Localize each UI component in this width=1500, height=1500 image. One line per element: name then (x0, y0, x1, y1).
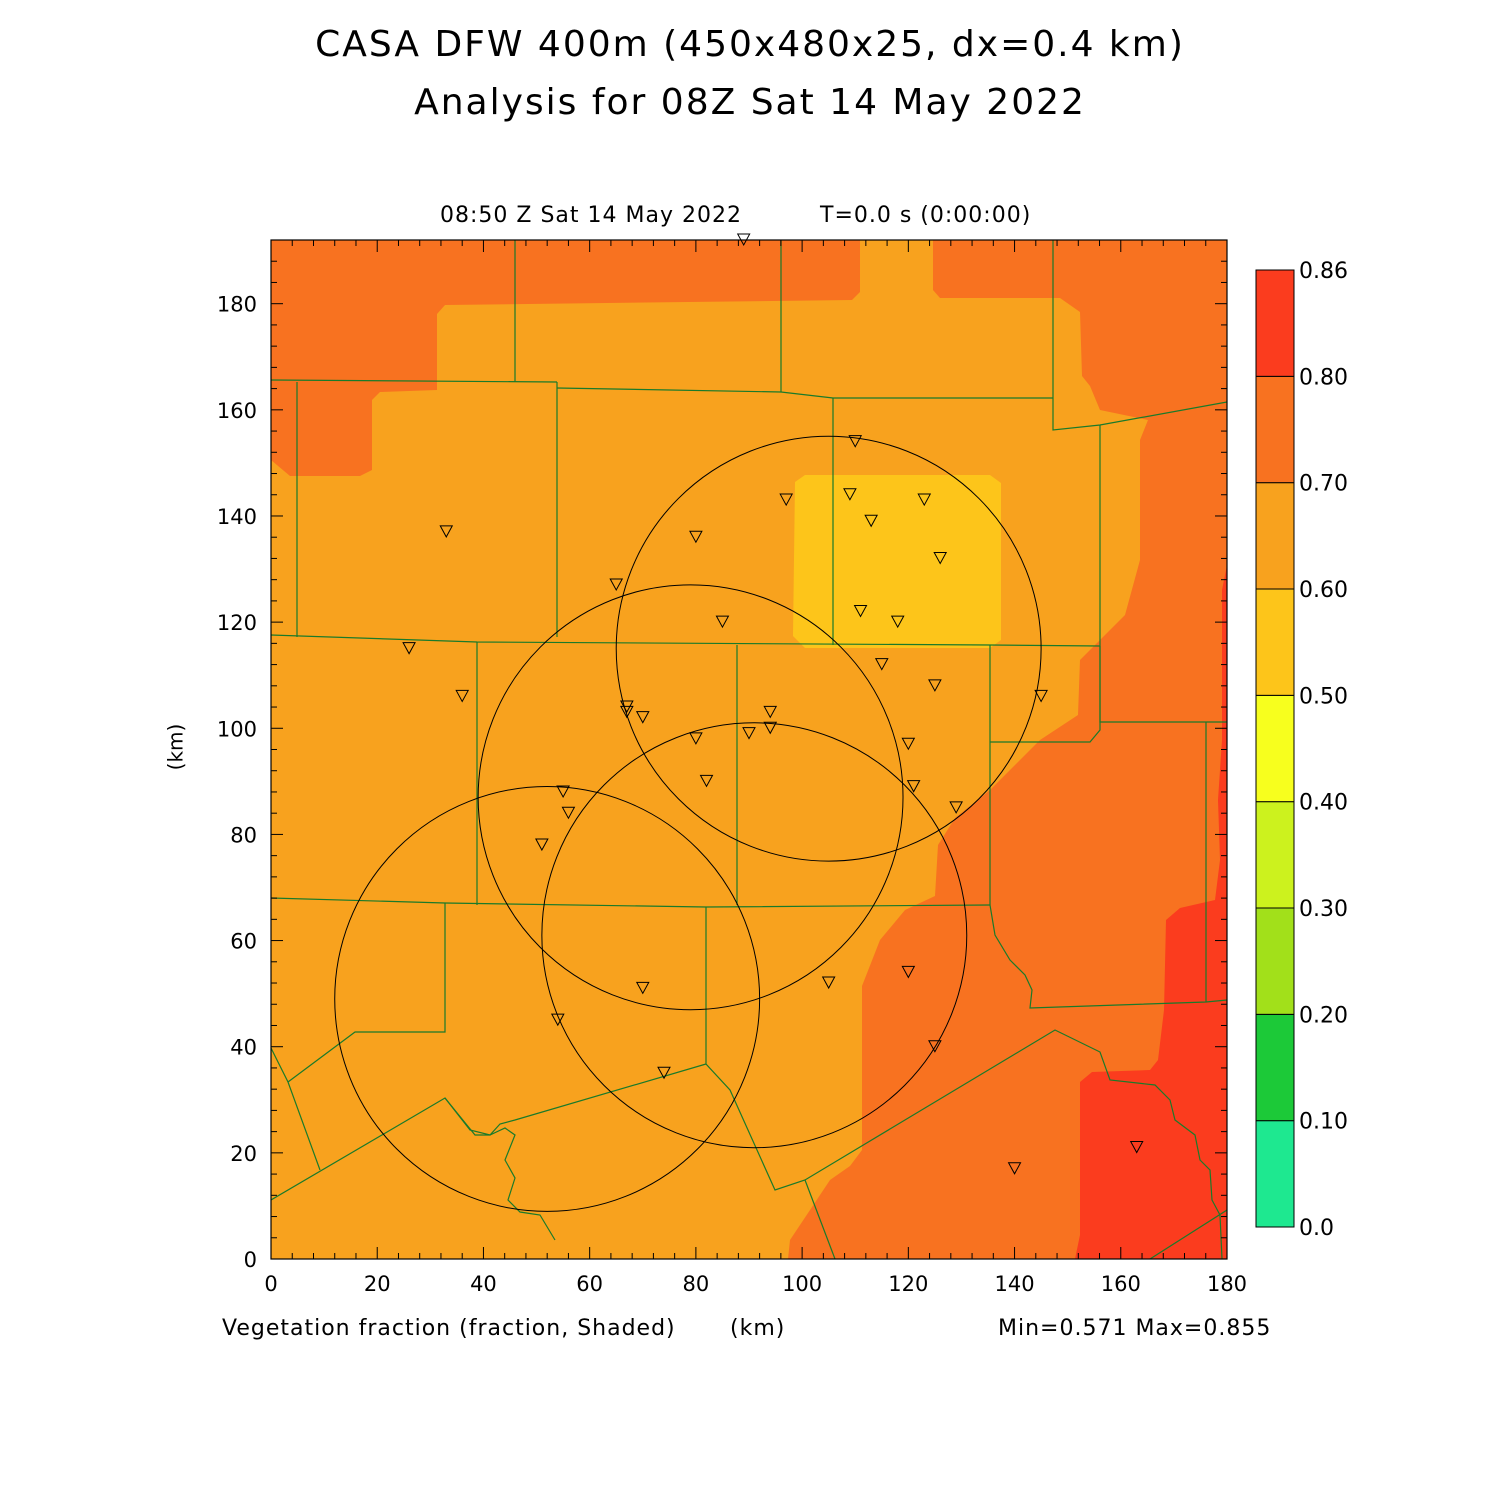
station-marker (763, 721, 778, 735)
y-tick-label: 120 (217, 611, 257, 635)
y-tick-label: 100 (217, 717, 257, 741)
colorbar-label: 0.50 (1299, 684, 1348, 709)
x-tick-label: 160 (1101, 1272, 1141, 1296)
station-marker (657, 1066, 671, 1080)
colorbar-label: 0.70 (1299, 472, 1348, 497)
station-marker (689, 530, 703, 544)
station-marker (763, 705, 778, 719)
x-tick-label: 0 (264, 1272, 277, 1296)
colorbar-label: 0.40 (1299, 791, 1348, 816)
colorbar-swatch (1255, 269, 1295, 377)
station-marker (455, 689, 470, 703)
colorbar-swatch (1255, 694, 1295, 803)
station-marker (699, 774, 714, 788)
station-marker (689, 732, 703, 745)
valid-time-label: 08:50 Z Sat 14 May 2022 (440, 203, 742, 228)
station-marker (609, 578, 624, 592)
y-tick-label: 80 (230, 823, 257, 847)
station-marker (917, 493, 932, 507)
x-tick-label: 180 (1207, 1272, 1247, 1296)
station-marker (1129, 1141, 1144, 1154)
station-marker (901, 737, 916, 751)
y-tick-label: 20 (230, 1142, 257, 1166)
y-tick-label: 140 (217, 505, 257, 529)
colorbar-label: 0.80 (1299, 365, 1348, 390)
station-markers (402, 233, 1144, 1175)
colorbar-label: 0.86 (1299, 259, 1348, 284)
station-marker (439, 525, 454, 538)
radar-range-ring-3 (477, 584, 904, 1011)
station-marker (853, 605, 868, 618)
station-marker (949, 801, 963, 814)
radar-range-rings (334, 435, 1042, 1212)
field-0.70-0.80-northeast (788, 240, 1227, 1259)
min-max-label: Min=0.571 Max=0.855 (998, 1316, 1272, 1341)
county-boundaries (271, 240, 1227, 1259)
station-marker (715, 615, 730, 629)
station-marker (864, 514, 878, 528)
y-tick-label: 160 (217, 399, 257, 423)
station-marker (906, 780, 921, 793)
station-marker (742, 727, 756, 740)
station-marker (874, 658, 889, 671)
colorbar-label: 0.10 (1299, 1110, 1348, 1135)
radar-range-ring-4 (615, 435, 1042, 862)
station-marker (556, 785, 570, 799)
colorbar: 0.0 0.10 0.20 0.30 0.40 0.50 0.60 0.70 0.80 0.86 (1255, 259, 1348, 1241)
station-marker (901, 965, 916, 979)
x-tick-label: 40 (470, 1272, 497, 1296)
colorbar-label: 0.60 (1299, 578, 1348, 603)
y-tick-label: 0 (244, 1248, 257, 1272)
chart-title-line1: CASA DFW 400m (450x480x25, dx=0.4 km) (315, 24, 1185, 65)
station-marker (821, 976, 836, 990)
station-marker (635, 711, 650, 724)
station-marker (848, 435, 863, 448)
field-0.50-0.60-north-central (793, 475, 1001, 648)
colorbar-swatch (1255, 375, 1295, 484)
colorbar-label: 0.30 (1299, 897, 1348, 922)
colorbar-swatch (1255, 482, 1295, 590)
station-marker (928, 1040, 942, 1053)
simulation-time-label: T=0.0 s (0:00:00) (820, 203, 1032, 228)
colorbar-swatch (1255, 907, 1295, 1015)
colorbar-swatch (1255, 588, 1295, 696)
colorbar-label: 0.20 (1299, 1003, 1348, 1028)
colorbar-swatch (1255, 1013, 1295, 1122)
station-marker (928, 679, 942, 692)
station-marker (1007, 1162, 1022, 1175)
station-marker (843, 488, 857, 501)
station-marker (620, 705, 634, 719)
x-tick-label: 100 (782, 1272, 822, 1296)
colorbar-swatch (1255, 801, 1295, 909)
colorbar-swatch (1255, 1120, 1295, 1228)
x-tick-label: 80 (683, 1272, 710, 1296)
station-marker (933, 551, 948, 565)
chart-title-line2: Analysis for 08Z Sat 14 May 2022 (414, 82, 1086, 123)
station-marker (890, 615, 905, 629)
x-tick-label: 140 (995, 1272, 1035, 1296)
station-marker (550, 1013, 565, 1027)
x-tick-label: 20 (364, 1272, 391, 1296)
station-marker (561, 806, 576, 820)
axis-ticks: 0 20 40 60 80 100 120 140 160 180 0 20 40 60 80 100 120 1… (217, 239, 1247, 1296)
shaded-field (271, 240, 1227, 1259)
station-marker (535, 838, 549, 852)
x-tick-label: 120 (888, 1272, 928, 1296)
y-tick-label: 180 (217, 293, 257, 317)
radar-range-ring-2 (541, 722, 968, 1149)
station-marker (402, 642, 416, 655)
y-tick-label: 60 (230, 930, 257, 954)
x-tick-label: 60 (576, 1272, 603, 1296)
x-axis-unit-label: (km) (730, 1316, 786, 1341)
station-marker (635, 981, 650, 995)
y-tick-label: 40 (230, 1036, 257, 1060)
field-description-label: Vegetation fraction (fraction, Shaded) (222, 1316, 676, 1341)
field-0.70-0.80-northwest (271, 240, 860, 476)
station-marker (1034, 689, 1048, 703)
colorbar-label: 0.0 (1299, 1216, 1334, 1241)
field-0.80-0.86-southeast (1075, 565, 1227, 1259)
radar-range-ring-1 (334, 785, 761, 1212)
station-marker (779, 493, 794, 507)
